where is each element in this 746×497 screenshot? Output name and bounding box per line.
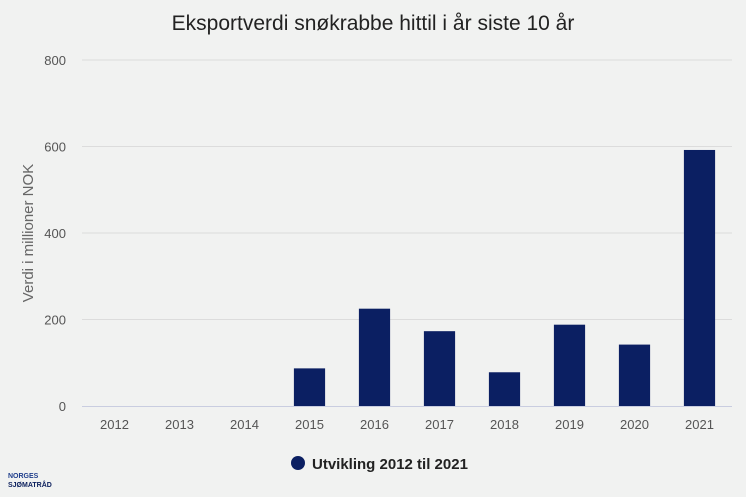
bar-2020[interactable] (618, 344, 651, 406)
gridlines (82, 59, 732, 320)
y-tick-label: 800 (44, 53, 66, 68)
bar-2015[interactable] (293, 368, 326, 406)
x-tick-label: 2012 (100, 417, 129, 432)
bar-2021[interactable] (683, 149, 716, 406)
x-tick-label: 2018 (490, 417, 519, 432)
legend[interactable]: Utvikling 2012 til 2021 (291, 456, 468, 473)
y-tick-label: 200 (44, 313, 66, 328)
x-tick-label: 2016 (360, 417, 389, 432)
logo-line-2: SJØMATRÅD (8, 480, 52, 489)
y-tick-label: 400 (44, 226, 66, 241)
bars (293, 149, 716, 406)
bar-2018[interactable] (488, 372, 521, 406)
x-axis-ticks: 2012 2013 2014 2015 2016 2017 2018 2019 2020 2021 (100, 417, 714, 432)
x-tick-label: 2014 (230, 417, 259, 432)
legend-item-label: Utvikling 2012 til 2021 (312, 456, 468, 473)
logo-line-1: NORGES (8, 473, 39, 480)
legend-swatch (291, 456, 305, 470)
y-tick-label: 0 (59, 399, 66, 414)
y-axis-label: Verdi i millioner NOK (20, 164, 37, 302)
chart-title: Eksportverdi snøkrabbe hittil i år siste… (172, 12, 575, 35)
x-tick-label: 2019 (555, 417, 584, 432)
norges-sjomatrad-logo: NORGES SJØMATRÅD (8, 473, 52, 489)
bar-2016[interactable] (358, 308, 391, 406)
x-tick-label: 2020 (620, 417, 649, 432)
x-tick-label: 2021 (685, 417, 714, 432)
y-axis-ticks: 0 200 400 600 800 (44, 53, 66, 414)
bar-2019[interactable] (553, 324, 586, 406)
y-tick-label: 600 (44, 140, 66, 155)
bar-2017[interactable] (423, 331, 456, 406)
x-tick-label: 2015 (295, 417, 324, 432)
x-tick-label: 2013 (165, 417, 194, 432)
x-tick-label: 2017 (425, 417, 454, 432)
